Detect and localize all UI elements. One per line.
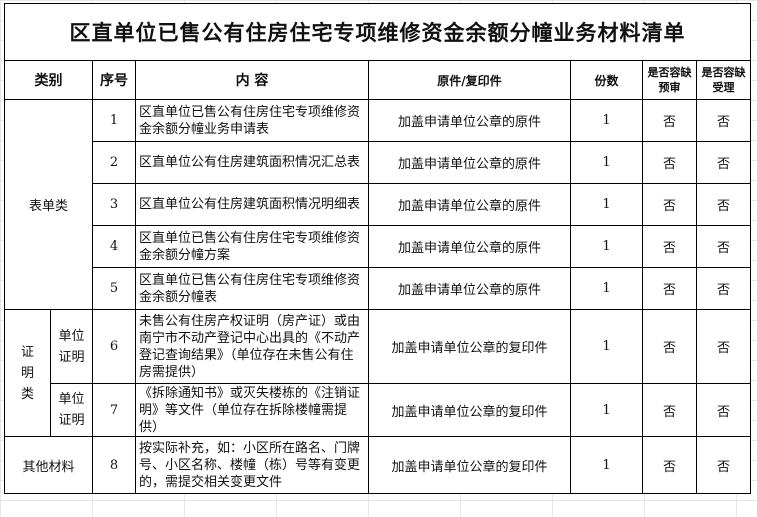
- cell-type: 加盖申请单位公章的复印件: [368, 436, 571, 494]
- table-row: 5 区直单位已售公有住房住宅专项维修资金余额分幢表 加盖申请单位公章的原件 1 …: [5, 267, 751, 310]
- cell-pre-review: 否: [642, 183, 697, 226]
- table-row: 其他材料 8 按实际补充，如：小区所在路名、门牌号、小区名称、楼幢（栋）号等有变更…: [4, 436, 751, 494]
- table-row: 表单类 1 区直单位已售公有住房住宅专项维修资金余额分幢业务申请表 加盖申请单位公…: [4, 99, 751, 310]
- cell-copies: 1: [570, 309, 643, 384]
- materials-table: 区直单位已售公有住房住宅专项维修资金余额分幢业务材料清单 类别 序号 内 容 原…: [4, 3, 751, 494]
- table-row: 4 区直单位已售公有住房住宅专项维修资金余额分幢方案 加盖申请单位公章的原件 1…: [5, 225, 751, 268]
- cell-accept: 否: [696, 225, 751, 268]
- header-category: 类别: [4, 60, 93, 100]
- cell-seq: 3: [92, 183, 136, 226]
- cell-pre-review: 否: [642, 141, 697, 184]
- header-pre-review: 是否容缺预审: [642, 60, 697, 100]
- cell-type: 加盖申请单位公章的原件: [368, 183, 571, 226]
- group-proof-sub: 单位证明: [50, 383, 93, 437]
- cell-type: 加盖申请单位公章的原件: [368, 141, 571, 184]
- cell-pre-review: 否: [642, 436, 697, 494]
- cell-content: 区直单位已售公有住房住宅专项维修资金余额分幢表: [135, 267, 369, 310]
- cell-pre-review: 否: [642, 309, 697, 384]
- cell-pre-review: 否: [642, 267, 697, 310]
- cell-content: 《拆除通知书》或灭失楼栋的《注销证明》等文件（单位存在拆除楼幢需提供）: [135, 383, 369, 437]
- page-title: 区直单位已售公有住房住宅专项维修资金余额分幢业务材料清单: [4, 3, 751, 61]
- cell-accept: 否: [696, 99, 751, 142]
- cell-seq: 6: [92, 309, 136, 384]
- group-proof-sub-label: 单位证明: [58, 392, 85, 428]
- cell-accept: 否: [696, 383, 751, 437]
- cell-copies: 1: [570, 183, 643, 226]
- cell-seq: 1: [92, 99, 136, 142]
- group-proof: 证明类: [4, 309, 51, 437]
- cell-accept: 否: [696, 309, 751, 384]
- table-row: 证明类 单位证明 6 未售公有住房产权证明（房产证）或由南宁市不动产登记中心出具的《…: [4, 309, 751, 437]
- group-proof-sub-label: 单位证明: [58, 328, 85, 365]
- cell-content: 区直单位已售公有住房住宅专项维修资金余额分幢方案: [135, 225, 369, 268]
- header-copies: 份数: [570, 60, 643, 100]
- group-form: 表单类: [4, 99, 93, 310]
- cell-type: 加盖申请单位公章的原件: [368, 267, 571, 310]
- cell-seq: 2: [92, 141, 136, 184]
- cell-copies: 1: [570, 267, 643, 310]
- cell-accept: 否: [696, 267, 751, 310]
- group-proof-sub: 单位证明: [50, 309, 93, 384]
- table-row: 单位证明 7 《拆除通知书》或灭失楼栋的《注销证明》等文件（单位存在拆除楼幢需提供…: [5, 383, 751, 437]
- cell-seq: 7: [92, 383, 136, 437]
- cell-seq: 4: [92, 225, 136, 268]
- cell-copies: 1: [570, 99, 643, 142]
- cell-type: 加盖申请单位公章的原件: [368, 225, 571, 268]
- cell-copies: 1: [570, 225, 643, 268]
- cell-pre-review: 否: [642, 225, 697, 268]
- cell-copies: 1: [570, 383, 643, 437]
- cell-seq: 5: [92, 267, 136, 310]
- cell-type: 加盖申请单位公章的复印件: [368, 383, 571, 437]
- group-proof-label: 证明类: [21, 344, 35, 402]
- cell-pre-review: 否: [642, 99, 697, 142]
- cell-accept: 否: [696, 183, 751, 226]
- cell-content: 区直单位公有住房建筑面积情况汇总表: [135, 141, 369, 184]
- cell-seq: 8: [92, 436, 136, 494]
- cell-content: 按实际补充，如：小区所在路名、门牌号、小区名称、楼幢（栋）号等有变更的，需提交相…: [135, 436, 369, 494]
- cell-type: 加盖申请单位公章的原件: [368, 99, 571, 142]
- cell-content: 区直单位公有住房建筑面积情况明细表: [135, 183, 369, 226]
- header-accept: 是否容缺受理: [696, 60, 751, 100]
- group-other: 其他材料: [4, 436, 93, 494]
- cell-copies: 1: [570, 436, 643, 494]
- cell-pre-review: 否: [642, 383, 697, 437]
- header-content: 内 容: [135, 60, 369, 100]
- table-row: 3 区直单位公有住房建筑面积情况明细表 加盖申请单位公章的原件 1 否 否: [5, 183, 751, 226]
- cell-type: 加盖申请单位公章的复印件: [368, 309, 571, 384]
- header-type: 原件/复印件: [368, 60, 571, 100]
- cell-content: 未售公有住房产权证明（房产证）或由南宁市不动产登记中心出具的《不动产登记查询结果…: [135, 309, 369, 384]
- table-row: 2 区直单位公有住房建筑面积情况汇总表 加盖申请单位公章的原件 1 否 否: [5, 141, 751, 184]
- cell-accept: 否: [696, 141, 751, 184]
- cell-copies: 1: [570, 141, 643, 184]
- cell-accept: 否: [696, 436, 751, 494]
- cell-content: 区直单位已售公有住房住宅专项维修资金余额分幢业务申请表: [135, 99, 369, 142]
- header-seq: 序号: [92, 60, 136, 100]
